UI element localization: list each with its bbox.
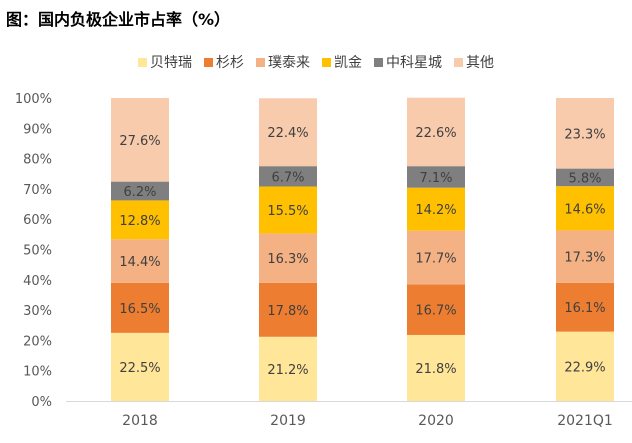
bar-segment [407, 187, 465, 231]
bar-segment [556, 282, 614, 332]
y-tick-label: 90% [23, 122, 52, 137]
legend-label: 璞泰来 [268, 55, 310, 71]
data-label: 22.4% [267, 126, 308, 141]
bar-segment [556, 168, 614, 187]
bar-segment [407, 97, 465, 167]
bar-segment [111, 181, 169, 201]
y-tick-label: 80% [23, 153, 52, 168]
bar-segment [111, 332, 169, 401]
y-tick-label: 60% [23, 213, 52, 228]
data-label: 14.6% [564, 202, 605, 217]
data-label: 22.6% [415, 126, 456, 141]
bar-segment [407, 230, 465, 285]
data-label: 17.7% [415, 252, 456, 267]
data-label: 16.5% [119, 302, 160, 317]
legend-label: 中科星城 [386, 55, 442, 71]
legend-item: 璞泰来 [256, 52, 310, 72]
data-label: 27.6% [119, 134, 160, 149]
data-label: 5.8% [568, 171, 601, 186]
legend-item: 贝特瑞 [138, 52, 192, 72]
bar-segment [259, 233, 317, 283]
bar-segment [259, 98, 317, 167]
data-label: 21.8% [415, 362, 456, 377]
legend-swatch [256, 57, 265, 67]
data-label: 22.5% [119, 361, 160, 376]
bar-segment [111, 98, 169, 182]
data-label: 12.8% [119, 214, 160, 229]
data-label: 6.7% [271, 170, 304, 185]
bar-segment [259, 166, 317, 187]
legend-label: 凯金 [334, 55, 362, 71]
y-tick-label: 0% [31, 395, 52, 410]
legend-swatch [138, 57, 147, 67]
y-tick-label: 10% [23, 365, 52, 380]
data-label: 16.1% [564, 301, 605, 316]
x-tick-label: 2019 [270, 413, 306, 429]
bar-segment [259, 336, 317, 401]
bar-segment [407, 284, 465, 335]
legend-label: 其他 [466, 55, 494, 71]
y-tick-label: 70% [23, 183, 52, 198]
data-label: 15.5% [267, 204, 308, 219]
chart-title: 图：国内负极企业市占率（%） [6, 10, 231, 29]
legend-label: 杉杉 [216, 55, 244, 71]
data-label: 16.7% [415, 304, 456, 319]
bar-segment [111, 282, 169, 333]
legend-item: 中科星城 [374, 52, 442, 72]
y-tick-label: 40% [23, 274, 52, 289]
data-label: 14.4% [119, 255, 160, 270]
legend-swatch [322, 57, 331, 67]
x-tick-label: 2018 [122, 413, 158, 429]
bar-segment [556, 230, 614, 283]
bar-segment [556, 331, 614, 401]
data-label: 21.2% [267, 363, 308, 378]
y-tick-label: 20% [23, 334, 52, 349]
data-label: 22.9% [564, 360, 605, 375]
legend-swatch [204, 57, 213, 67]
legend-swatch [374, 57, 383, 67]
bar-segment [556, 186, 614, 231]
bar-segment [111, 239, 169, 283]
legend-item: 凯金 [322, 52, 362, 72]
bar-segment [407, 166, 465, 188]
data-label: 17.8% [267, 304, 308, 319]
bar-segment [111, 200, 169, 240]
data-label: 6.2% [123, 185, 156, 200]
bar-segment [259, 186, 317, 234]
legend: 贝特瑞 杉杉 璞泰来 凯金 中科星城 其他 [0, 52, 632, 72]
y-tick-label: 50% [23, 244, 52, 259]
data-label: 7.1% [419, 171, 452, 186]
data-label: 14.2% [415, 203, 456, 218]
legend-label: 贝特瑞 [150, 55, 192, 71]
bar-segment [556, 98, 614, 169]
legend-item: 其他 [454, 52, 494, 72]
data-label: 16.3% [267, 252, 308, 267]
bar-segment [407, 334, 465, 401]
x-tick-label: 2021Q1 [557, 413, 613, 429]
x-tick-label: 2020 [418, 413, 454, 429]
y-tick-label: 100% [15, 92, 52, 107]
legend-swatch [454, 57, 463, 67]
data-label: 17.3% [564, 251, 605, 266]
y-tick-label: 30% [23, 304, 52, 319]
legend-item: 杉杉 [204, 52, 244, 72]
data-label: 23.3% [564, 127, 605, 142]
bar-segment [259, 282, 317, 337]
